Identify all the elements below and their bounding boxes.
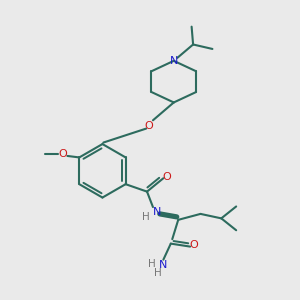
Text: H: H — [142, 212, 150, 222]
Text: O: O — [162, 172, 171, 182]
Text: O: O — [58, 149, 67, 160]
Text: O: O — [189, 240, 198, 250]
Text: N: N — [159, 260, 167, 270]
Text: N: N — [169, 56, 178, 66]
Text: H: H — [154, 268, 162, 278]
Text: H: H — [148, 259, 156, 269]
Text: O: O — [144, 121, 153, 130]
Text: N: N — [153, 207, 161, 218]
